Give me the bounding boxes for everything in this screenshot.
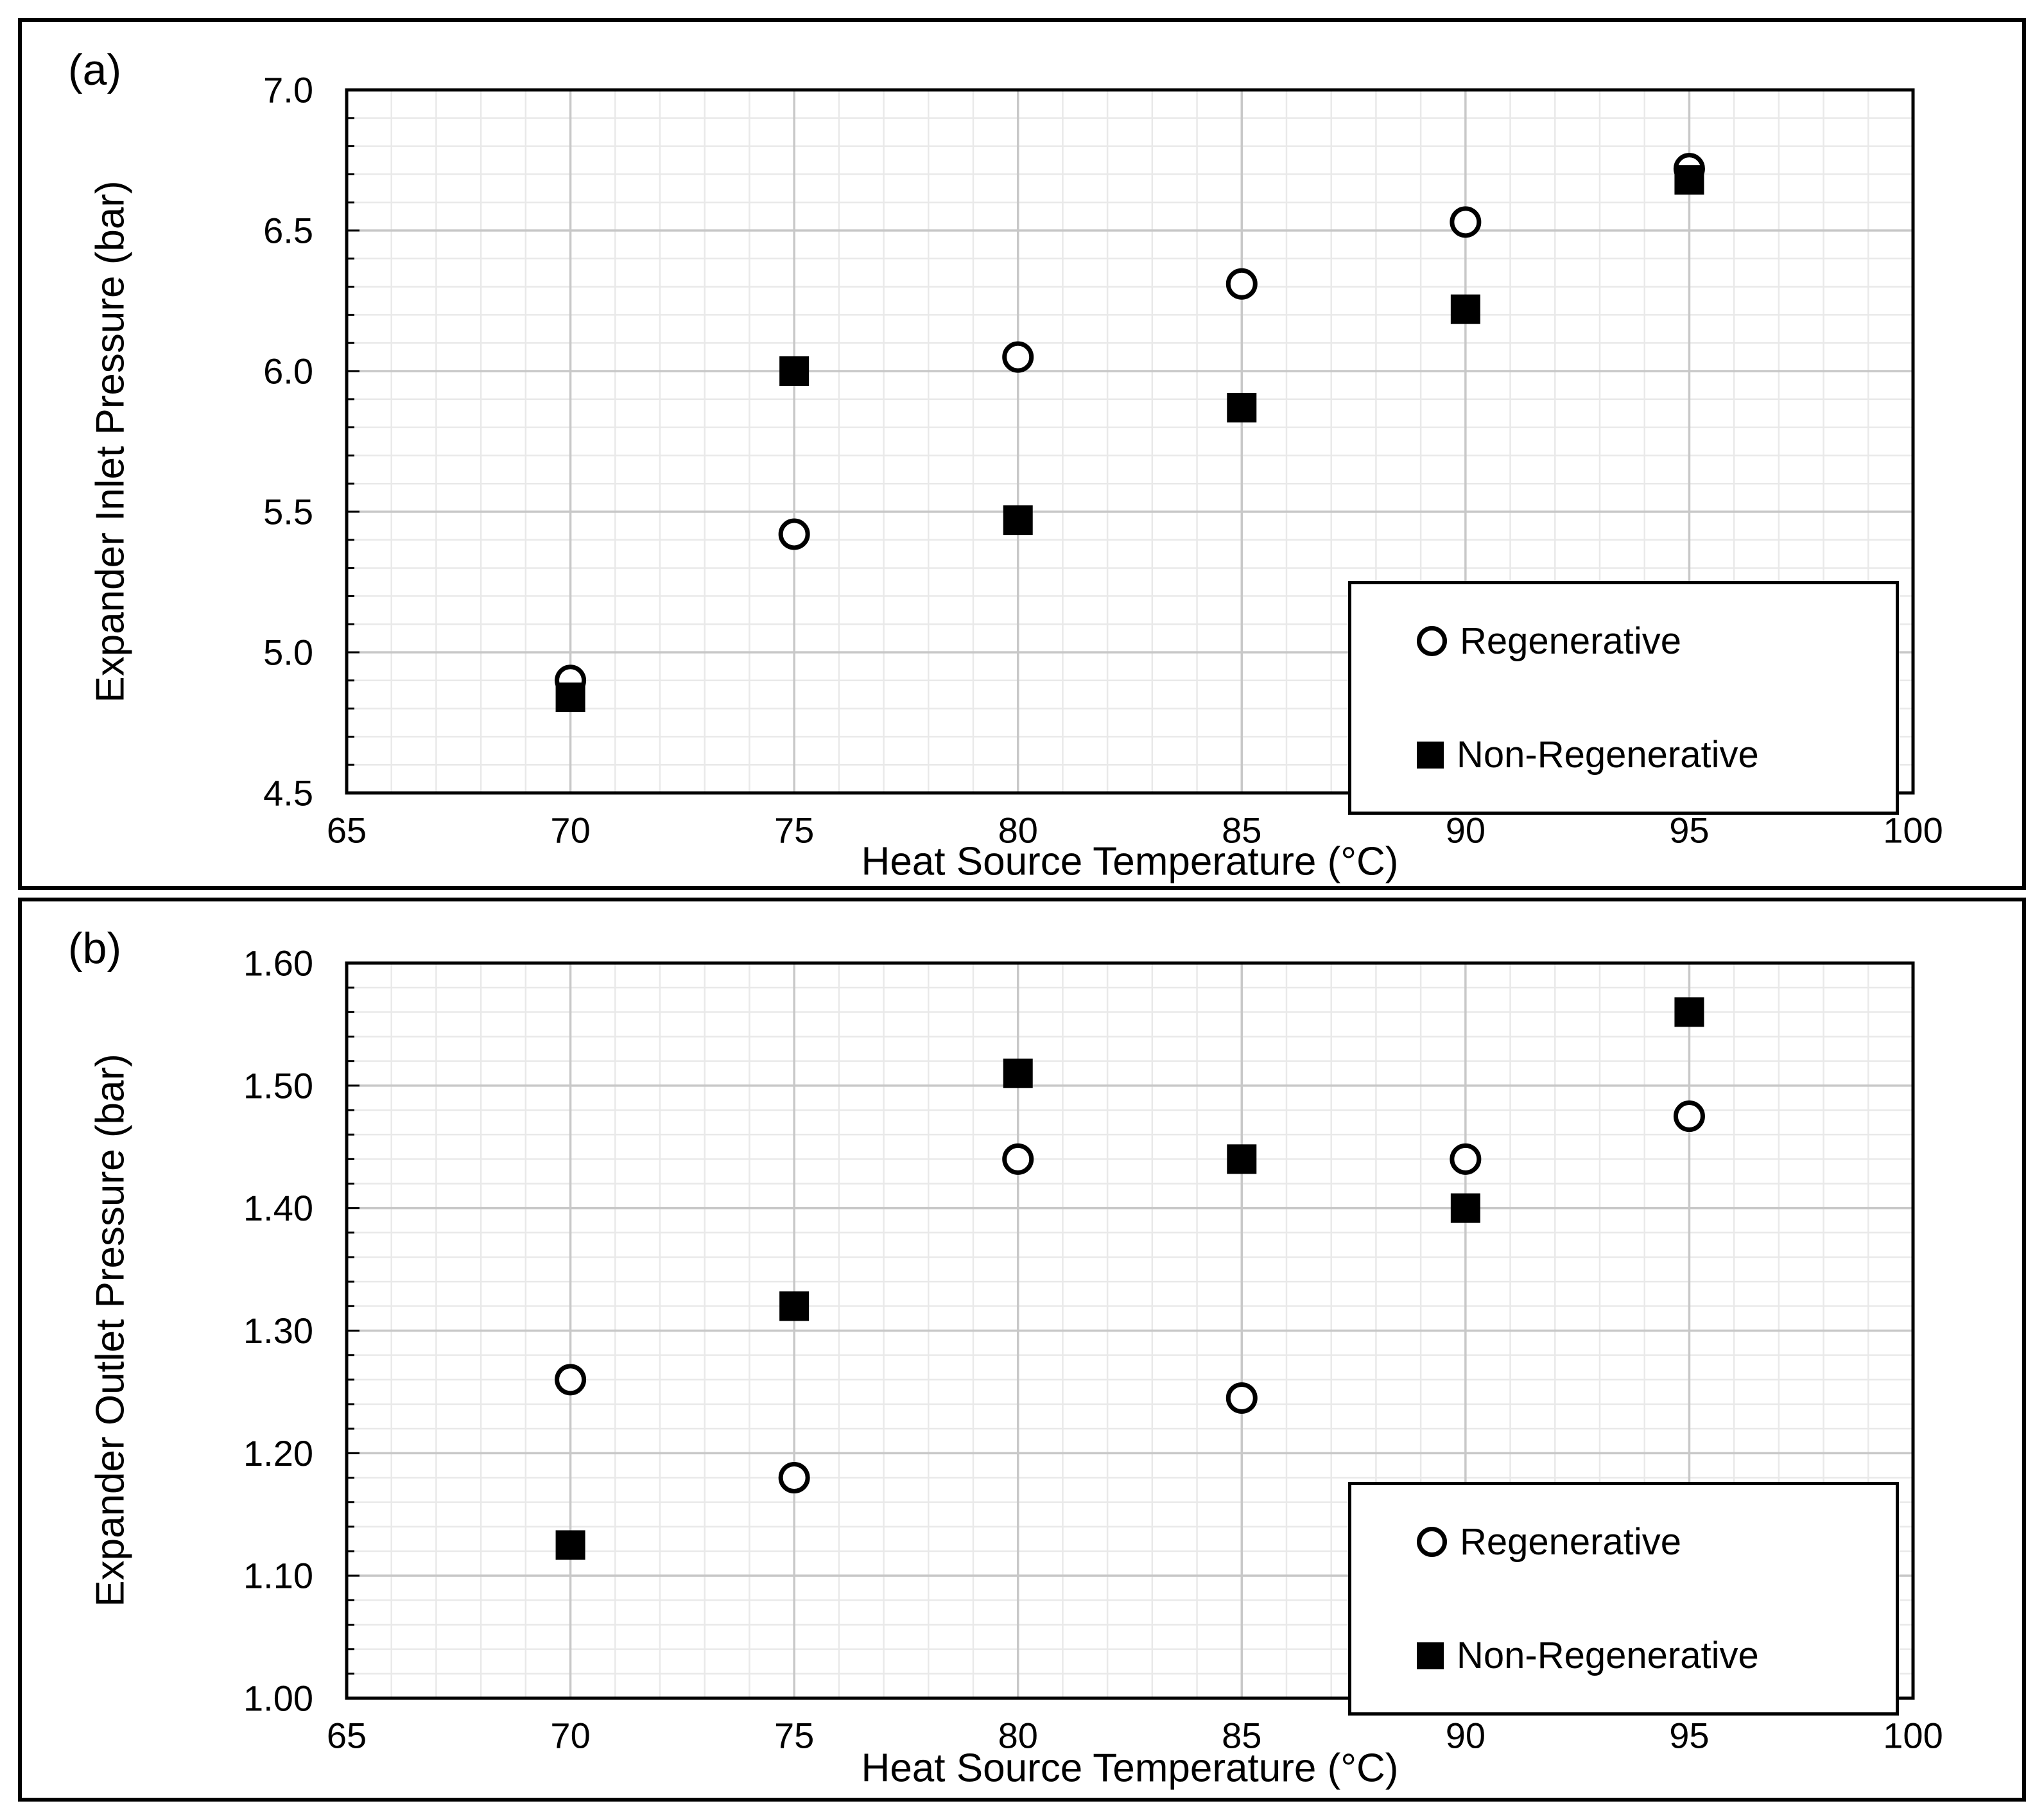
- y-tick-label: 6.0: [263, 351, 313, 392]
- y-tick-label: 4.5: [263, 773, 313, 813]
- circle-marker-icon: [1417, 626, 1447, 656]
- legend-label-non-regenerative: Non-Regenerative: [1457, 734, 1759, 776]
- legend-label-regenerative: Regenerative: [1460, 1521, 1681, 1563]
- legend-label-regenerative: Regenerative: [1460, 620, 1681, 662]
- data-point-regenerative: [778, 1462, 810, 1493]
- panel-b-x-axis-title: Heat Source Temperature (°C): [861, 1746, 1399, 1791]
- y-tick-label: 7.0: [263, 70, 313, 110]
- panel-a-frame: [18, 18, 2026, 890]
- panel-b-frame: [18, 898, 2026, 1802]
- x-tick-label: 100: [1883, 1716, 1943, 1756]
- panel-a-y-axis-title: Expander Inlet Pressure (bar): [88, 180, 133, 703]
- legend-label-non-regenerative: Non-Regenerative: [1457, 1635, 1759, 1676]
- x-tick-label: 70: [550, 1716, 590, 1756]
- square-marker-icon: [1417, 1642, 1444, 1669]
- x-tick-label: 85: [1222, 1716, 1261, 1756]
- x-tick-label: 100: [1883, 810, 1943, 851]
- x-tick-label: 90: [1446, 810, 1485, 851]
- plot-border: [345, 88, 1915, 795]
- x-tick-label: 75: [774, 810, 814, 851]
- y-tick-label: 6.5: [263, 211, 313, 251]
- data-point-non-regenerative: [1674, 165, 1704, 195]
- data-point-non-regenerative: [1674, 997, 1704, 1027]
- data-point-regenerative: [1002, 1143, 1034, 1175]
- panel-b-label: (b): [68, 924, 122, 973]
- y-tick-label: 5.0: [263, 632, 313, 673]
- panel-b-y-axis-title: Expander Outlet Pressure (bar): [88, 1054, 133, 1607]
- data-point-regenerative: [1002, 341, 1034, 373]
- data-point-regenerative: [1226, 1382, 1258, 1414]
- data-point-non-regenerative: [555, 1530, 585, 1560]
- y-tick-label: 1.50: [243, 1065, 313, 1106]
- x-tick-label: 90: [1446, 1716, 1485, 1756]
- legend-entry-regenerative: Regenerative: [1417, 620, 1896, 663]
- data-point-non-regenerative: [1003, 505, 1033, 535]
- legend-entry-non-regenerative: Non-Regenerative: [1417, 1634, 1896, 1677]
- data-point-regenerative: [1673, 1100, 1705, 1133]
- y-tick-label: 1.60: [243, 943, 313, 984]
- x-tick-label: 85: [1222, 810, 1261, 851]
- data-point-regenerative: [1450, 1143, 1482, 1175]
- y-tick-label: 1.30: [243, 1310, 313, 1351]
- circle-marker-icon: [1417, 1527, 1447, 1557]
- y-tick-label: 1.10: [243, 1556, 313, 1596]
- data-point-regenerative: [1226, 268, 1258, 300]
- legend-entry-regenerative: Regenerative: [1417, 1520, 1896, 1563]
- x-tick-label: 80: [998, 810, 1038, 851]
- panel-a-legend: Regenerative Non-Regenerative: [1348, 581, 1899, 815]
- data-point-non-regenerative: [1003, 1058, 1033, 1088]
- data-point-non-regenerative: [1450, 1193, 1480, 1223]
- data-point-non-regenerative: [1227, 1144, 1257, 1174]
- x-tick-label: 95: [1669, 1716, 1709, 1756]
- y-tick-label: 1.40: [243, 1188, 313, 1228]
- data-point-non-regenerative: [1227, 392, 1257, 422]
- x-tick-label: 65: [327, 810, 367, 851]
- square-marker-icon: [1417, 741, 1444, 769]
- data-point-regenerative: [1450, 206, 1482, 238]
- y-tick-label: 1.20: [243, 1433, 313, 1473]
- x-tick-label: 65: [327, 1716, 367, 1756]
- x-tick-label: 75: [774, 1716, 814, 1756]
- x-tick-label: 70: [550, 810, 590, 851]
- y-tick-label: 5.5: [263, 492, 313, 532]
- data-point-non-regenerative: [555, 682, 585, 713]
- y-tick-label: 1.00: [243, 1678, 313, 1719]
- data-point-non-regenerative: [779, 1291, 810, 1321]
- panel-b-legend: Regenerative Non-Regenerative: [1348, 1482, 1899, 1716]
- x-tick-label: 95: [1669, 810, 1709, 851]
- data-point-regenerative: [555, 1364, 587, 1396]
- data-point-regenerative: [778, 518, 810, 550]
- panel-a-x-axis-title: Heat Source Temperature (°C): [861, 839, 1399, 884]
- data-point-non-regenerative: [779, 356, 810, 386]
- plot-border: [345, 961, 1915, 1700]
- data-point-non-regenerative: [1450, 294, 1480, 324]
- legend-entry-non-regenerative: Non-Regenerative: [1417, 733, 1896, 776]
- panel-a-label: (a): [68, 46, 122, 94]
- x-tick-label: 80: [998, 1716, 1038, 1756]
